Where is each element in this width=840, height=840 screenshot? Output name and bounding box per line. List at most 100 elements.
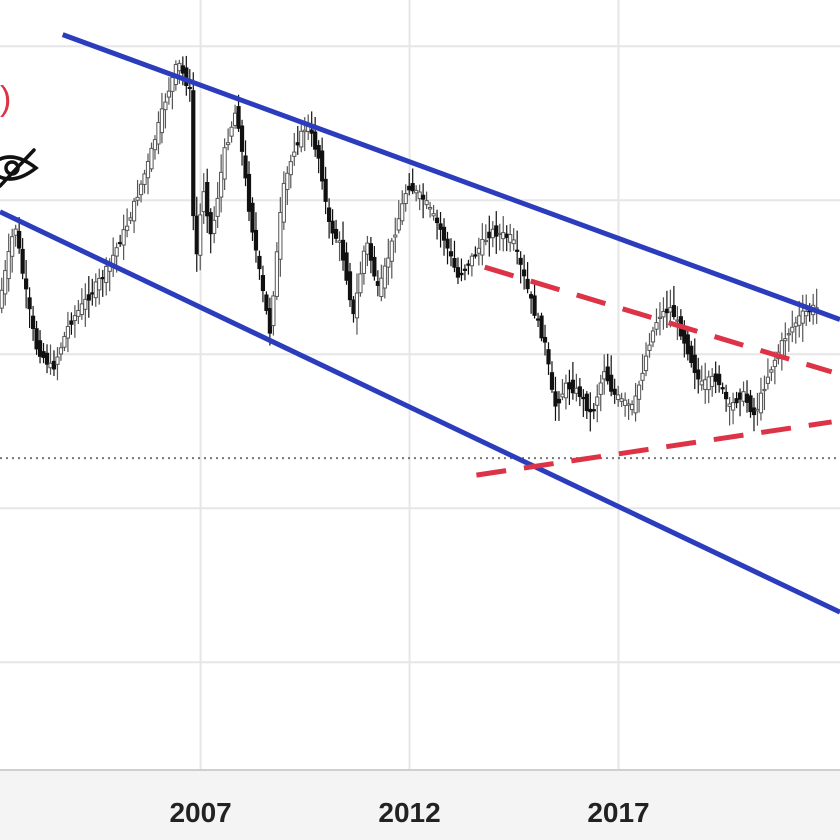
- candle-body: [501, 232, 506, 240]
- candle-body: [751, 407, 757, 416]
- candle-body: [563, 382, 569, 399]
- x-tick-label: 2012: [378, 797, 440, 828]
- candle-body: [86, 294, 91, 301]
- candle-body: [786, 333, 791, 336]
- channel-trendline[interactable]: [0, 209, 840, 615]
- candle-body: [741, 391, 746, 402]
- candle-body: [358, 273, 363, 294]
- candle-body: [212, 219, 217, 234]
- candle-body: [309, 129, 314, 134]
- trendlines: [0, 32, 840, 615]
- candle-body: [647, 344, 652, 351]
- candle-body: [69, 320, 74, 325]
- candle-body: [79, 303, 84, 316]
- candle-body: [518, 257, 523, 265]
- candle-body: [765, 376, 771, 384]
- candle-body: [717, 373, 722, 386]
- candle-body: [539, 315, 544, 339]
- candle-body: [522, 269, 527, 277]
- candle-body: [125, 225, 130, 231]
- candle-body: [208, 212, 213, 235]
- candle-body: [407, 185, 412, 191]
- candle-body: [661, 310, 666, 318]
- candle-body: [295, 142, 300, 146]
- candle-body: [135, 196, 140, 201]
- candle-body: [476, 247, 481, 254]
- candle-body: [455, 267, 461, 278]
- candle-body: [292, 151, 297, 157]
- candle-body: [100, 277, 105, 280]
- candle-body: [257, 255, 262, 270]
- candle-body: [267, 308, 273, 334]
- candle-body: [58, 347, 64, 355]
- candle-body: [17, 230, 22, 249]
- candle-body: [320, 150, 325, 182]
- candle-body: [3, 270, 8, 295]
- candle-body: [152, 139, 158, 151]
- candle-body: [330, 220, 335, 234]
- candle-body: [793, 322, 798, 327]
- candle-body: [588, 408, 593, 413]
- candle-body: [598, 382, 603, 395]
- candle-body: [671, 305, 676, 318]
- candle-body: [483, 239, 488, 243]
- candle-body: [657, 316, 663, 319]
- candle-body: [27, 297, 32, 310]
- candle-body: [727, 403, 732, 407]
- candle-body: [595, 396, 600, 406]
- candle-body: [706, 376, 711, 391]
- candle-body: [699, 380, 704, 386]
- candle-body: [636, 384, 642, 400]
- candle-body: [448, 251, 454, 257]
- candle-body: [250, 202, 255, 233]
- candle-body: [612, 388, 617, 395]
- candle-body: [375, 281, 380, 286]
- candle-body: [414, 189, 419, 194]
- candle-body: [114, 247, 119, 257]
- candle-body: [128, 217, 133, 221]
- candle-body: [222, 147, 227, 180]
- x-tick-label: 2017: [587, 797, 649, 828]
- candle-body: [692, 354, 697, 373]
- candle-body: [194, 215, 199, 255]
- candle-body: [629, 404, 635, 411]
- eye-off-icon[interactable]: [0, 148, 39, 188]
- candle-body: [337, 240, 342, 243]
- pattern-trendline-dashed[interactable]: [476, 419, 833, 478]
- candle-body: [62, 335, 67, 348]
- candle-body: [462, 268, 468, 271]
- candle-body: [177, 62, 182, 72]
- candle-body: [118, 241, 123, 245]
- x-tick-label: 2007: [169, 797, 231, 828]
- candle-body: [316, 145, 321, 159]
- candle-body: [567, 382, 572, 390]
- candle-body: [65, 326, 71, 339]
- candlesticks: [0, 55, 819, 432]
- candle-body: [389, 240, 394, 262]
- red-parenthesis-marker: ): [0, 80, 11, 118]
- candle-body: [643, 355, 649, 372]
- candle-body: [734, 398, 739, 404]
- candle-body: [724, 391, 729, 400]
- candle-body: [400, 203, 405, 222]
- time-axis: [0, 769, 840, 840]
- candle-body: [744, 393, 750, 403]
- candle-body: [198, 214, 203, 256]
- candle-body: [163, 101, 168, 111]
- candle-body: [288, 161, 293, 176]
- candle-body: [271, 295, 276, 327]
- candle-body: [347, 271, 353, 301]
- candle-body: [626, 403, 631, 406]
- candle-body: [602, 371, 607, 380]
- candle-body: [556, 398, 562, 404]
- candle-body: [640, 372, 645, 381]
- candle-body: [354, 292, 360, 319]
- candle-body: [664, 308, 670, 314]
- candle-body: [281, 182, 286, 223]
- candle-body: [504, 233, 509, 238]
- candle-body: [379, 277, 384, 297]
- candle-body: [797, 315, 802, 326]
- candle-body: [37, 340, 43, 357]
- pattern-trendline-dashed[interactable]: [484, 264, 833, 375]
- channel-trendline[interactable]: [61, 32, 840, 322]
